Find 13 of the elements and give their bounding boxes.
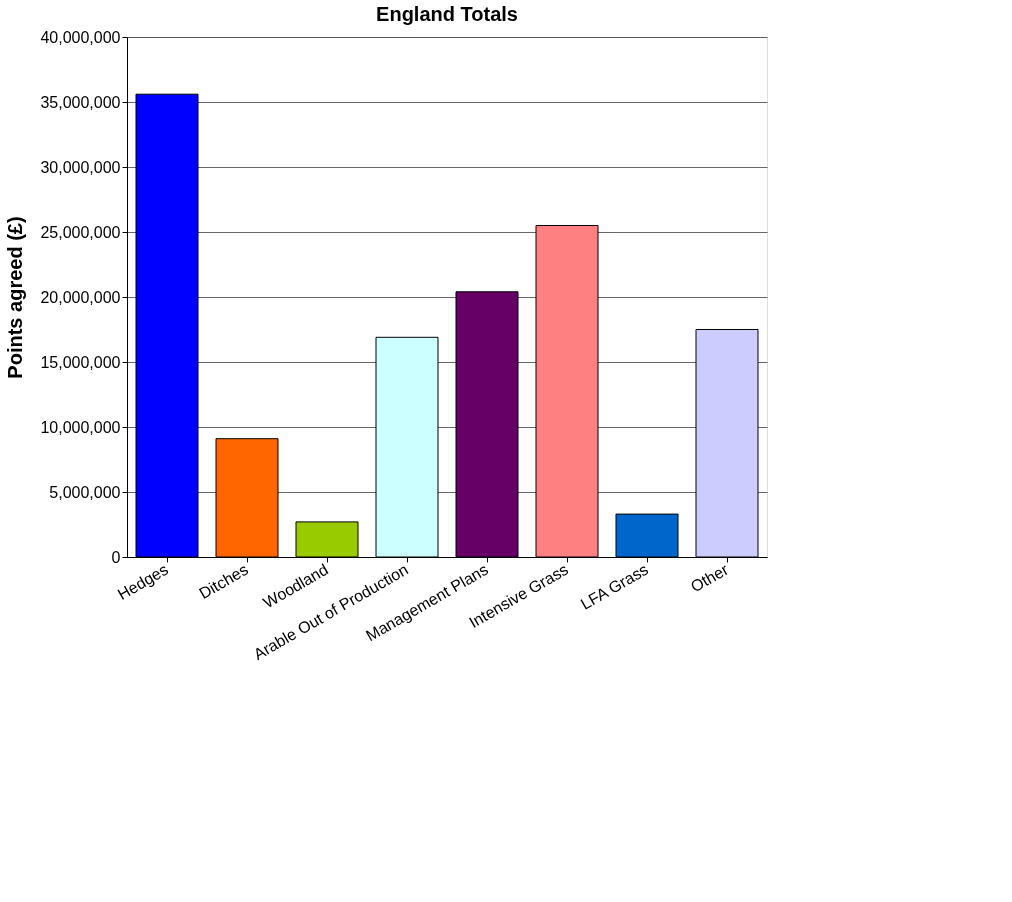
- y-tick-label: 35,000,000: [40, 93, 121, 111]
- chart-title: England Totals: [376, 3, 518, 25]
- y-tick-label: 0: [111, 548, 121, 566]
- y-tick-label: 25,000,000: [40, 223, 121, 241]
- y-tick-label: 40,000,000: [40, 28, 121, 46]
- x-tick-label: Other: [687, 560, 732, 596]
- y-tick-label: 10,000,000: [40, 418, 121, 436]
- x-tick-label: LFA Grass: [577, 560, 651, 613]
- y-tick-label: 5,000,000: [49, 483, 121, 501]
- y-axis-title: Points agreed (£): [4, 216, 27, 379]
- y-tick-label: 15,000,000: [40, 353, 121, 371]
- y-tick-label: 20,000,000: [40, 288, 121, 306]
- y-tick-label: 30,000,000: [40, 158, 121, 176]
